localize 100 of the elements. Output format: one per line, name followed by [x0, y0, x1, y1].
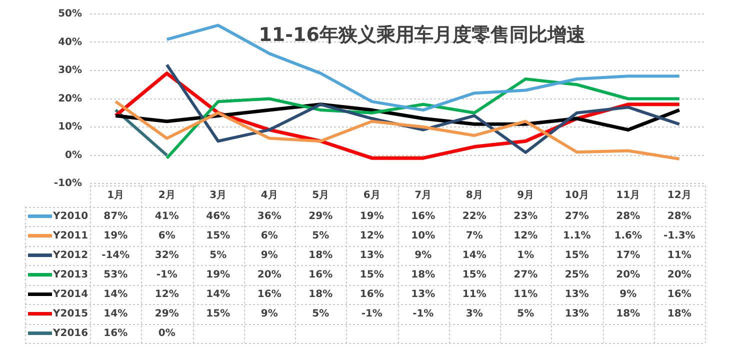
legend-label: Y2010 [52, 210, 88, 222]
text: 53% [104, 269, 128, 280]
data-label: 15% [206, 308, 230, 320]
data-label: 28% [616, 210, 640, 222]
data-label: 20% [616, 269, 640, 280]
data-label: 32% [154, 250, 179, 261]
data-label: 15% [206, 230, 230, 242]
y-tick-label: 50% [58, 8, 82, 20]
data-label: 14% [462, 250, 486, 261]
y-tick-label: -10% [54, 178, 82, 190]
x-tick-label: 9月 [517, 190, 534, 202]
data-label: 20% [667, 269, 692, 280]
data-label: 19% [360, 210, 384, 222]
data-label: 5% [210, 250, 227, 261]
data-label: 19% [206, 269, 230, 280]
data-label: 13% [360, 250, 384, 261]
legend-label: Y2015 [52, 308, 88, 320]
legend-label: Y2016 [52, 328, 88, 339]
data-label: 12% [514, 230, 538, 242]
data-label: 18% [667, 308, 692, 320]
data-label: 13% [411, 288, 436, 300]
data-label: 14% [104, 288, 128, 300]
data-label: 28% [667, 210, 692, 222]
data-label: 15% [360, 269, 384, 280]
x-tick-label: 12月 [667, 190, 692, 202]
data-label: 16% [667, 288, 692, 300]
data-label: -1% [156, 269, 178, 280]
text: -14% [102, 250, 130, 261]
data-label: 22% [462, 210, 486, 222]
data-label: 29% [154, 308, 179, 320]
x-tick-label: 7月 [414, 190, 432, 202]
x-tick-label: 1月 [107, 190, 124, 202]
data-label: 6% [260, 230, 278, 242]
data-label: 1.6% [614, 230, 642, 242]
data-label: 14% [206, 288, 230, 300]
legend-label: Y2011 [52, 230, 88, 242]
text: 11-16年狭义乘用车月度零售同比增速 [258, 24, 586, 46]
legend-label: Y2014 [52, 288, 88, 300]
data-label: 25% [564, 269, 589, 280]
data-label: 18% [308, 250, 333, 261]
data-label: 0% [158, 328, 176, 339]
data-label: 18% [308, 288, 333, 300]
data-label: 1.1% [563, 230, 591, 242]
data-label: -1.3% [663, 230, 696, 242]
x-tick-label: 8月 [466, 190, 483, 202]
data-label: 5% [312, 308, 330, 320]
data-label: 29% [308, 210, 333, 222]
data-label: 15% [564, 250, 589, 261]
y-tick-label: 10% [58, 122, 82, 133]
data-label: 11% [667, 250, 692, 261]
data-label: 12% [154, 288, 179, 300]
data-label: 36% [257, 210, 282, 222]
data-label: 13% [564, 288, 589, 300]
data-label: 17% [616, 250, 640, 261]
data-label: 13% [564, 308, 589, 320]
data-label: 20% [257, 269, 282, 280]
data-label: 5% [517, 308, 534, 320]
legend-label: Y2012 [52, 250, 88, 261]
text: 87% [104, 210, 128, 222]
data-label: 16% [308, 269, 333, 280]
y-tick-label: 30% [58, 65, 82, 76]
x-tick-label: 5月 [312, 190, 330, 202]
data-label: 19% [104, 230, 128, 242]
data-label: 7% [466, 230, 483, 242]
data-label: 11% [514, 288, 538, 300]
x-tick-label: 6月 [363, 190, 380, 202]
data-label: 23% [514, 210, 538, 222]
data-label: 9% [260, 250, 278, 261]
data-label: 1% [517, 250, 534, 261]
x-tick-label: 11月 [616, 190, 640, 202]
data-label: 16% [360, 288, 384, 300]
data-label: 3% [466, 308, 483, 320]
data-label: 12% [360, 230, 384, 242]
legend-label: Y2013 [52, 269, 88, 280]
data-label: -1% [361, 308, 382, 320]
data-label: 10% [411, 230, 436, 242]
data-label: 27% [564, 210, 589, 222]
data-label: 16% [411, 210, 436, 222]
data-label: 27% [514, 269, 538, 280]
x-tick-label: 2月 [158, 190, 176, 202]
data-label: 46% [206, 210, 230, 222]
data-label: 14% [104, 308, 128, 320]
data-label: 9% [620, 288, 637, 300]
data-label: 11% [462, 288, 486, 300]
data-label: 16% [104, 328, 128, 339]
data-label: 9% [260, 308, 278, 320]
data-label: 15% [462, 269, 486, 280]
y-tick-label: 0% [65, 150, 82, 161]
x-tick-label: 4月 [260, 190, 278, 202]
data-label: -1% [412, 308, 434, 320]
data-label: 5% [312, 230, 330, 242]
data-label: 18% [411, 269, 436, 280]
x-tick-label: 3月 [210, 190, 227, 202]
data-label: 41% [154, 210, 179, 222]
y-tick-label: 40% [58, 36, 82, 48]
x-tick-label: 10月 [564, 190, 589, 202]
data-label: 18% [616, 308, 640, 320]
data-label: 6% [158, 230, 176, 242]
data-label: 9% [414, 250, 432, 261]
data-label: 16% [257, 288, 282, 300]
